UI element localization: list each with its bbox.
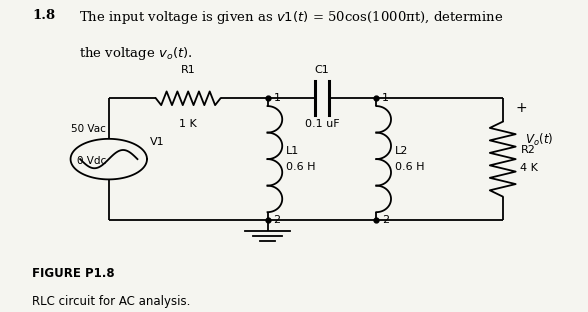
Text: L1: L1	[286, 146, 300, 156]
Text: 1.8: 1.8	[32, 9, 55, 22]
Text: V1: V1	[150, 137, 165, 147]
Text: 1 K: 1 K	[179, 119, 197, 129]
Text: 4 K: 4 K	[520, 163, 538, 173]
Text: C1: C1	[315, 65, 329, 75]
Text: the voltage $v_o(t)$.: the voltage $v_o(t)$.	[79, 45, 193, 62]
Text: The input voltage is given as $v1(t)$ = 50cos(1000πt), determine: The input voltage is given as $v1(t)$ = …	[79, 9, 504, 26]
Text: 2: 2	[273, 215, 280, 225]
Text: RLC circuit for AC analysis.: RLC circuit for AC analysis.	[32, 295, 191, 308]
Text: 2: 2	[382, 215, 389, 225]
Text: L2: L2	[395, 146, 409, 156]
Text: R1: R1	[181, 65, 196, 75]
Text: 0.6 H: 0.6 H	[395, 162, 425, 172]
Text: FIGURE P1.8: FIGURE P1.8	[32, 267, 115, 280]
Text: 0.1 uF: 0.1 uF	[305, 119, 339, 129]
Text: 0.6 H: 0.6 H	[286, 162, 316, 172]
Text: 0 Vdc: 0 Vdc	[76, 156, 106, 166]
Text: R2: R2	[520, 145, 535, 155]
Text: +: +	[516, 101, 527, 115]
Text: 1: 1	[382, 93, 389, 103]
Text: 50 Vac: 50 Vac	[71, 124, 106, 134]
Text: $V_o(t)$: $V_o(t)$	[525, 132, 553, 149]
Text: 1: 1	[273, 93, 280, 103]
